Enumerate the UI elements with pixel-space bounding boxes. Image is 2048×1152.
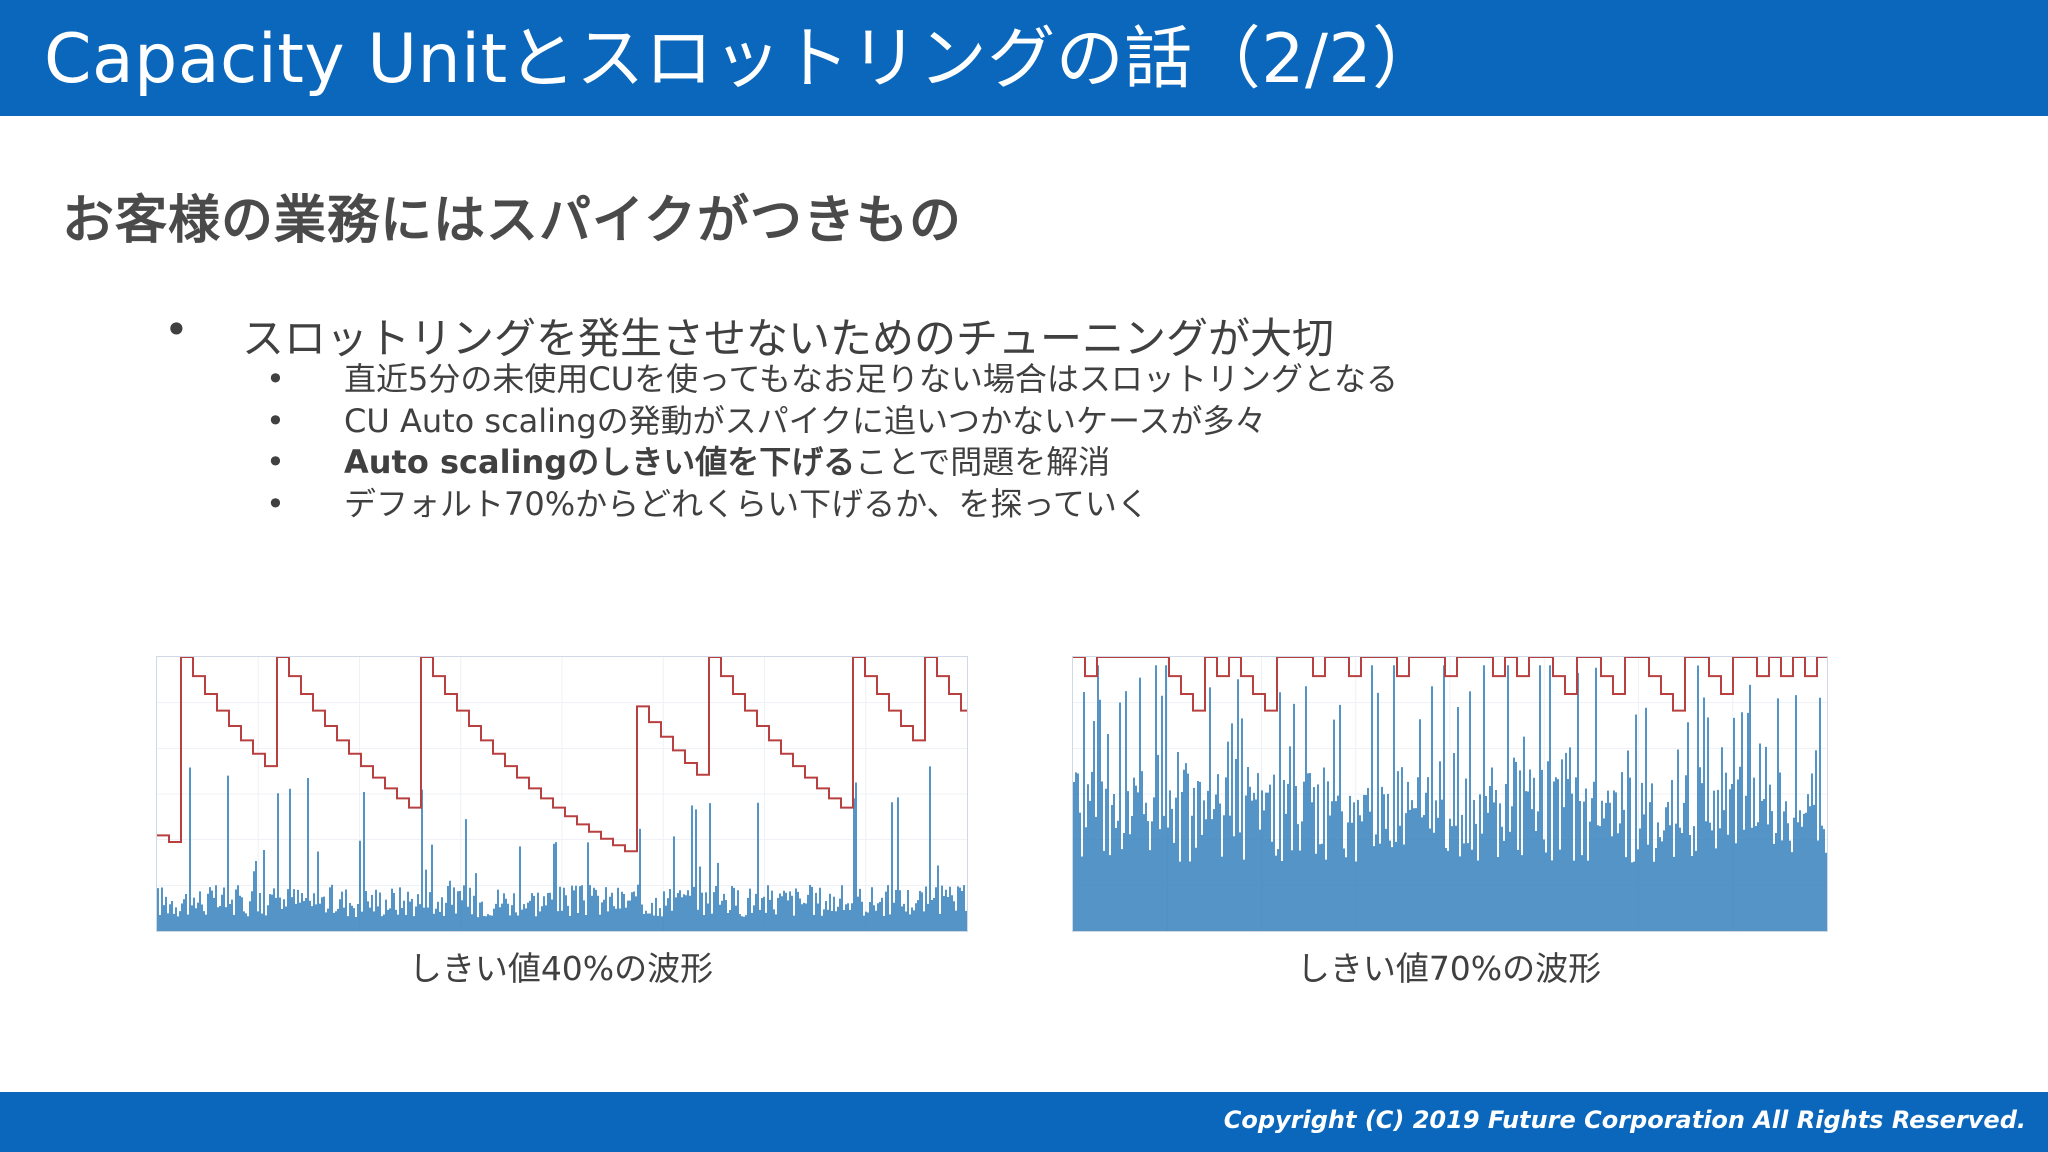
chart-70-caption: しきい値70%の波形 bbox=[1296, 949, 1602, 988]
bullet-text: スロットリングを発生させないためのチューニングが大切 bbox=[242, 314, 1335, 363]
copyright: Copyright (C) 2019 Future Corporation Al… bbox=[1223, 1106, 2026, 1134]
chart-threshold-40 bbox=[156, 656, 968, 932]
bullet-bold-text: Auto scalingのしきい値を下げる bbox=[344, 443, 856, 481]
bullet-marker: • bbox=[266, 485, 285, 523]
title-bar: Capacity Unitとスロットリングの話（2/2） bbox=[0, 0, 2048, 116]
bullet-text: 直近5分の未使用CUを使ってもなお足りない場合はスロットリングとなる bbox=[344, 360, 1398, 398]
bullet-marker: • bbox=[266, 443, 285, 481]
provisioned-series bbox=[1073, 657, 1827, 712]
provisioned-series bbox=[157, 657, 967, 853]
slide-subtitle: お客様の業務にはスパイクがつきもの bbox=[62, 191, 962, 251]
bullet-marker: • bbox=[266, 360, 285, 398]
bullet-text: CU Auto scalingの発動がスパイクに追いつかないケースが多々 bbox=[344, 402, 1267, 440]
chart-40-plot bbox=[157, 657, 967, 931]
chart-70-plot bbox=[1073, 657, 1827, 931]
bullet-rest-text: ことで問題を解消 bbox=[855, 443, 1111, 481]
bullet-marker: • bbox=[266, 402, 285, 440]
bullet-marker: • bbox=[164, 305, 189, 354]
consumed-series bbox=[157, 766, 967, 931]
bullet-text: デフォルト70%からどれくらい下げるか、を探っていく bbox=[344, 485, 1149, 523]
chart-threshold-70 bbox=[1072, 656, 1828, 932]
footer-bar: Copyright (C) 2019 Future Corporation Al… bbox=[0, 1092, 2048, 1152]
chart-40-caption: しきい値40%の波形 bbox=[408, 949, 714, 988]
bullet-text: Auto scalingのしきい値を下げることで問題を解消 bbox=[344, 441, 1110, 483]
slide-title: Capacity Unitとスロットリングの話（2/2） bbox=[44, 20, 1441, 99]
consumed-series bbox=[1073, 665, 1827, 931]
